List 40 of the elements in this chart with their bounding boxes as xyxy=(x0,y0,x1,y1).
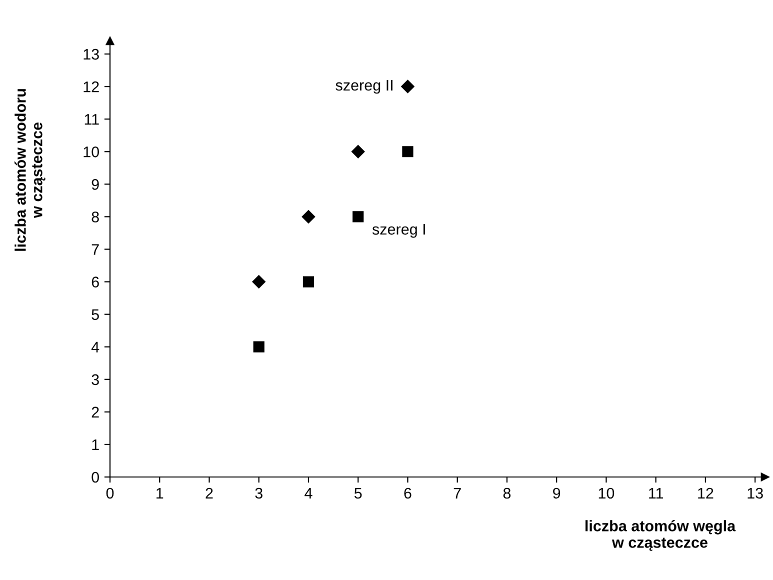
x-tick-label: 3 xyxy=(255,488,262,499)
y-tick-label: 1 xyxy=(92,439,99,450)
y-tick-label: 13 xyxy=(84,48,99,60)
x-tick-label: 1 xyxy=(156,488,164,498)
x-tick-label: 0 xyxy=(106,488,114,499)
x-tick-label: 2 xyxy=(206,488,213,498)
x-tick-label: 4 xyxy=(304,488,312,498)
point xyxy=(253,341,264,352)
series-label: szereg I xyxy=(372,224,425,238)
point xyxy=(352,145,365,158)
point xyxy=(252,275,266,288)
x-tick-label: 11 xyxy=(649,488,664,498)
x-axis-title: liczba atomów węgla w cząsteczce xyxy=(586,520,736,551)
series-label: szereg II xyxy=(336,80,392,94)
y-tick-label: 0 xyxy=(92,472,99,483)
y-tick-label: 2 xyxy=(92,406,99,418)
point xyxy=(302,210,316,224)
y-tick-label: 12 xyxy=(84,81,99,92)
y-tick-label: 4 xyxy=(91,342,100,352)
y-axis-title: liczba atomów wodoru w cząsteczce xyxy=(14,89,46,251)
y-tick-label: 7 xyxy=(92,244,99,255)
y-tick-label: 6 xyxy=(92,276,99,288)
x-tick-label: 7 xyxy=(454,488,461,498)
point xyxy=(352,211,364,222)
x-tick-label: 13 xyxy=(748,488,763,499)
y-tick-label: 8 xyxy=(92,212,99,222)
y-tick-label: 10 xyxy=(84,146,99,158)
y-tick-label: 11 xyxy=(84,114,99,125)
y-tick-label: 3 xyxy=(92,374,99,386)
x-tick-label: 5 xyxy=(354,488,362,499)
point xyxy=(402,146,414,158)
y-tick-label: 9 xyxy=(92,179,99,190)
point xyxy=(302,276,314,288)
x-tick-label: 12 xyxy=(698,488,714,498)
x-tick-label: 6 xyxy=(404,488,412,499)
x-tick-label: 9 xyxy=(553,488,560,499)
point xyxy=(401,80,414,94)
x-tick-label: 10 xyxy=(598,488,614,499)
x-tick-label: 8 xyxy=(503,488,511,499)
y-tick-label: 5 xyxy=(92,309,99,320)
